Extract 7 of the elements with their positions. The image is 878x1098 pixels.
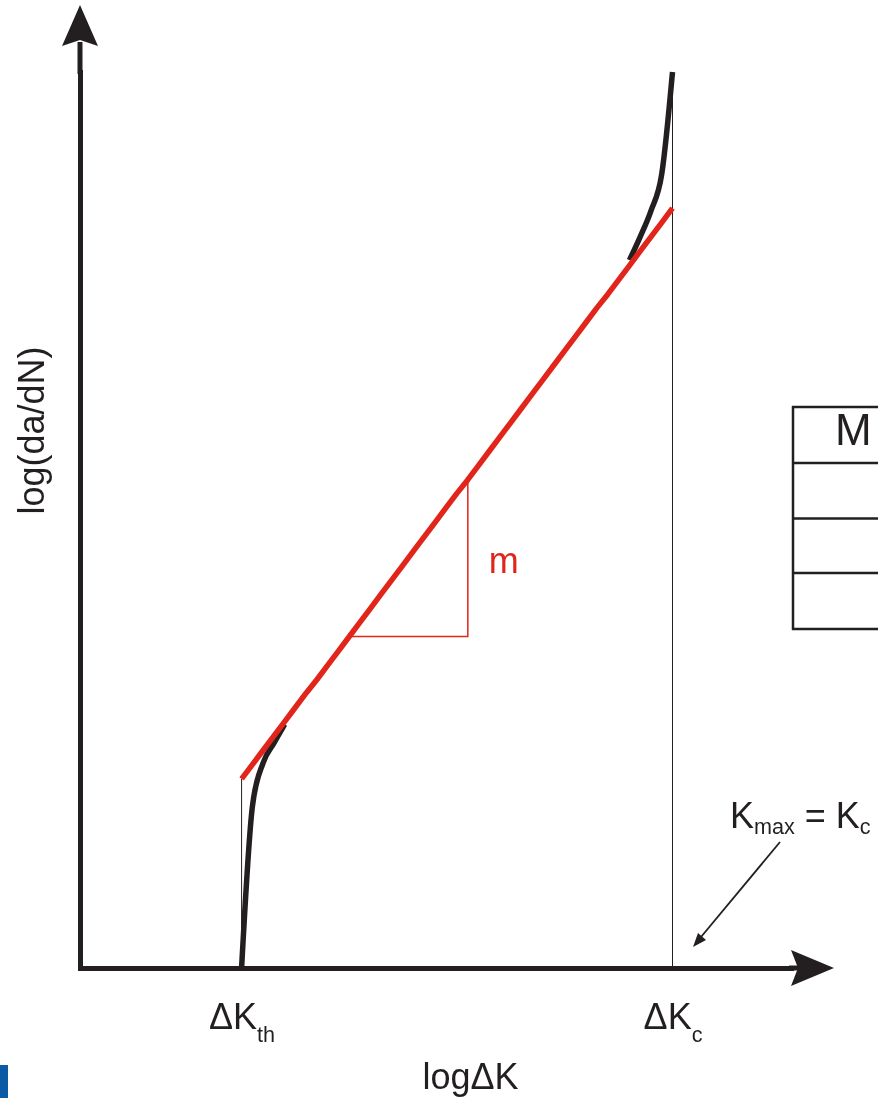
annotation: m xyxy=(488,540,519,582)
x-axis-title: logΔK xyxy=(422,1055,519,1097)
text: M xyxy=(835,405,872,454)
annotation: K$_{max}$ = K$_{c}$ xyxy=(730,795,871,840)
y-axis-title: log(da/dN) xyxy=(10,346,52,515)
x-tick-label: ΔK$_{c}$ xyxy=(643,995,703,1046)
x-tick-label: ΔK$_{th}$ xyxy=(209,995,276,1046)
